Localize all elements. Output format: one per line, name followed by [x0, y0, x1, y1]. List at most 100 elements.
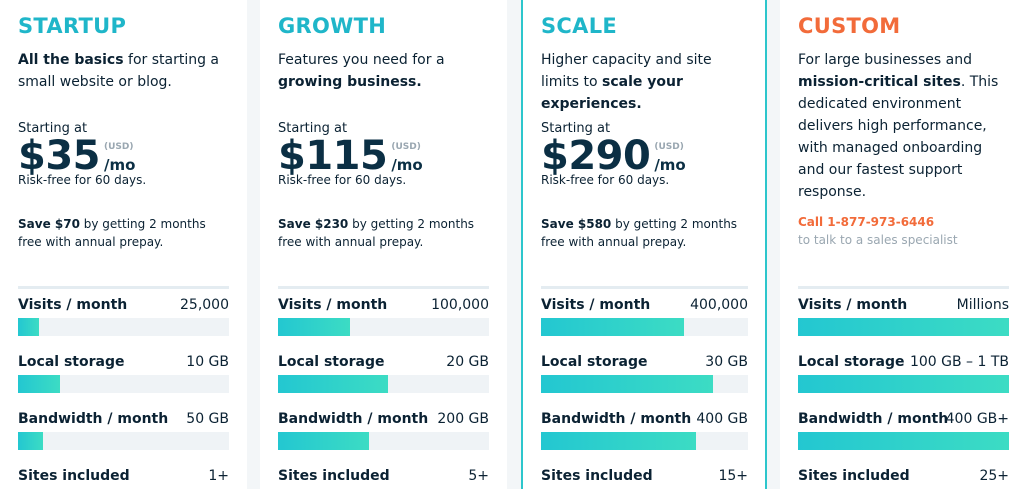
feature-bar: [541, 375, 748, 393]
feature-value: 400 GB+: [945, 411, 1009, 427]
plan-description: Higher capacity and site limits to scale…: [541, 49, 753, 115]
period: /mo: [391, 156, 423, 174]
divider: [18, 286, 229, 289]
guarantee: Risk-free for 60 days.: [541, 173, 670, 187]
price: $290: [541, 133, 651, 179]
starting-label: Starting at: [18, 121, 88, 136]
divider: [798, 286, 1009, 289]
feature-bar-fill: [798, 318, 1009, 336]
feature-label: Bandwidth / month: [541, 411, 692, 427]
currency: (USD): [391, 142, 421, 152]
feature-value: Millions: [956, 297, 1009, 313]
feature-bar-fill: [541, 318, 684, 336]
plan-description: All the basics for starting a small webs…: [18, 49, 230, 93]
guarantee: Risk-free for 60 days.: [278, 173, 407, 187]
price-row: $290 (USD) /mo: [541, 136, 753, 176]
feature-label: Sites included: [18, 468, 130, 484]
savings-part: Save $70: [18, 217, 80, 231]
feature-bar-fill: [798, 375, 1009, 393]
savings-part: Save $230: [278, 217, 349, 231]
period: /mo: [104, 156, 136, 174]
price: $115: [278, 133, 388, 179]
feature-label: Bandwidth / month: [278, 411, 429, 427]
feature-value: 25,000: [180, 297, 229, 313]
feature-value: 20 GB: [446, 354, 489, 370]
plan-card: GROWTH Features you need for a growing bu…: [260, 0, 507, 489]
feature-bar: [798, 318, 1009, 336]
plan-name: STARTUP: [18, 14, 127, 38]
guarantee: Risk-free for 60 days.: [18, 173, 147, 187]
feature-bar: [278, 318, 489, 336]
feature-label: Local storage: [798, 354, 905, 370]
feature-bar: [541, 432, 748, 450]
feature-label: Visits / month: [278, 297, 388, 313]
savings-part: by getting 2 months free with annual pre…: [18, 217, 206, 249]
feature-bar-fill: [798, 432, 1009, 450]
feature-bar-fill: [541, 375, 713, 393]
starting-label: Starting at: [541, 121, 611, 136]
starting-label: Starting at: [278, 121, 348, 136]
feature-bar-fill: [278, 318, 350, 336]
price-row: $115 (USD) /mo: [278, 136, 490, 176]
savings-part: by getting 2 months free with annual pre…: [541, 217, 738, 249]
feature-bar: [278, 375, 489, 393]
price: $35: [18, 133, 101, 179]
feature-label: Sites included: [278, 468, 390, 484]
feature-value: 25+: [979, 468, 1009, 484]
feature-value: 50 GB: [186, 411, 229, 427]
savings-part: Save $580: [541, 217, 612, 231]
feature-value: 1+: [208, 468, 229, 484]
savings-part: by getting 2 months free with annual pre…: [278, 217, 475, 249]
divider: [541, 286, 748, 289]
feature-label: Visits / month: [541, 297, 651, 313]
feature-bar-fill: [278, 375, 388, 393]
period: /mo: [654, 156, 686, 174]
description-part: Higher capacity and site limits to: [541, 52, 712, 90]
feature-value: 200 GB: [437, 411, 489, 427]
contact-note: to talk to a sales specialist: [798, 233, 958, 247]
feature-bar: [541, 318, 748, 336]
feature-bar-fill: [18, 318, 40, 336]
feature-value: 15+: [718, 468, 748, 484]
feature-bar: [798, 432, 1009, 450]
description-part: for starting a small website or blog.: [18, 52, 220, 90]
feature-bar-fill: [541, 432, 697, 450]
currency: (USD): [654, 142, 684, 152]
savings: Save $230 by getting 2 months free with …: [278, 215, 490, 251]
savings: Save $580 by getting 2 months free with …: [541, 215, 753, 251]
feature-label: Visits / month: [798, 297, 908, 313]
feature-label: Sites included: [541, 468, 653, 484]
plan-card: CUSTOM For large businesses and mission-c…: [780, 0, 1024, 489]
plan-name: GROWTH: [278, 14, 387, 38]
phone-link[interactable]: Call 1-877-973-6446: [798, 215, 935, 229]
price-meta: (USD) /mo: [104, 142, 135, 176]
plan-card: STARTUP All the basics for starting a sma…: [0, 0, 247, 489]
feature-value: 5+: [468, 468, 489, 484]
feature-label: Local storage: [541, 354, 648, 370]
currency: (USD): [104, 142, 134, 152]
price-meta: (USD) /mo: [391, 142, 422, 176]
description-part: All the basics: [18, 52, 124, 68]
feature-bar: [18, 375, 229, 393]
plan-name: CUSTOM: [798, 14, 901, 38]
feature-bar: [18, 318, 229, 336]
feature-value: 400,000: [690, 297, 748, 313]
feature-value: 400 GB: [696, 411, 748, 427]
feature-value: 100 GB – 1 TB: [909, 354, 1009, 370]
feature-label: Visits / month: [18, 297, 128, 313]
feature-label: Bandwidth / month: [798, 411, 949, 427]
feature-value: 10 GB: [186, 354, 229, 370]
feature-bar: [278, 432, 489, 450]
description-part: mission-critical sites: [798, 74, 961, 90]
description-part: . This dedicated environment delivers hi…: [798, 74, 999, 200]
feature-bar-fill: [18, 432, 44, 450]
feature-label: Local storage: [18, 354, 125, 370]
feature-bar-fill: [18, 375, 61, 393]
description-part: Features you need for a: [278, 52, 445, 68]
price-meta: (USD) /mo: [654, 142, 685, 176]
feature-bar: [798, 375, 1009, 393]
feature-label: Bandwidth / month: [18, 411, 169, 427]
